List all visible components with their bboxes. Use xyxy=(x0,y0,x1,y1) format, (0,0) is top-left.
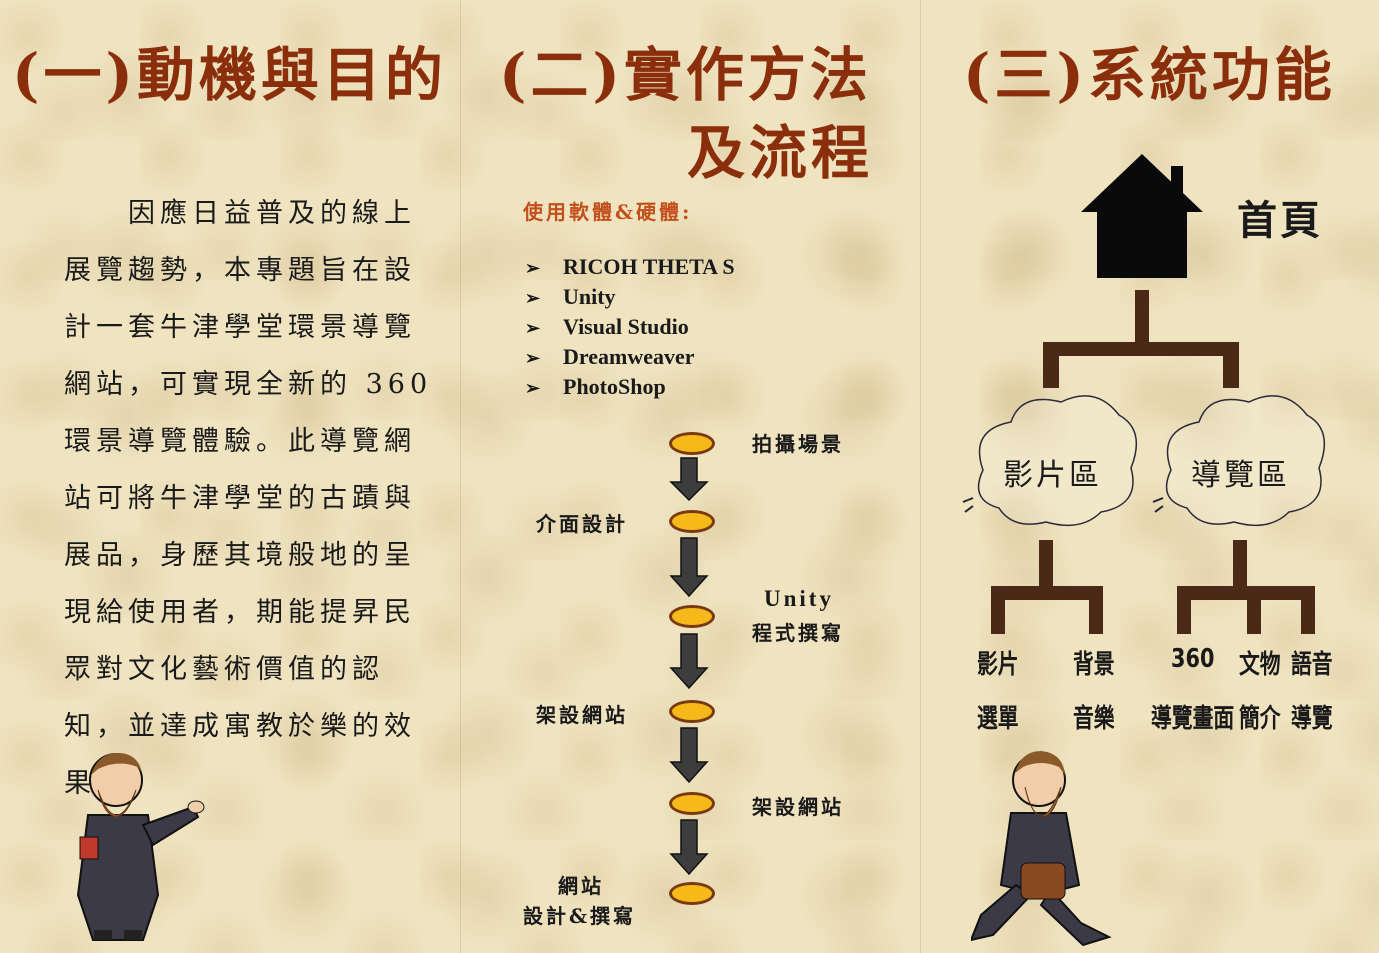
leaf-label-360: 360 xyxy=(1171,644,1215,674)
step-label-unity: Unity xyxy=(764,586,834,611)
arrow-bullet-icon: ➢ xyxy=(525,288,541,308)
leaf-label-menu: 選單 xyxy=(977,704,1019,734)
workflow-diagram: 拍攝場景 介面設計 Unity 程式撰寫 架設網站 架設網站 網站 設計&撰寫 xyxy=(461,0,919,953)
motivation-text: 因應日益普及的線上展覽趨勢，本專題旨在設計一套牛津學堂環景導覽網站，可實現全新的… xyxy=(64,198,433,799)
heading-method-line1: (二)實作方法 xyxy=(499,41,872,109)
motivation-paragraph: 因應日益普及的線上展覽趨勢，本專題旨在設計一套牛津學堂環景導覽網站，可實現全新的… xyxy=(64,185,444,812)
arrow-bullet-icon: ➢ xyxy=(525,318,541,338)
heading-method-line2: 及流程 xyxy=(687,119,874,187)
arrow-bullet-icon: ➢ xyxy=(525,258,541,278)
step-label-programming: 程式撰寫 xyxy=(752,621,844,645)
heading-functions: (三)系統功能 xyxy=(963,41,1336,109)
sitemap-tree-lines xyxy=(962,290,1326,634)
list-item: ➢ PhotoShop xyxy=(525,372,735,402)
step-label-capture: 拍攝場景 xyxy=(752,432,844,456)
professor-walking-illustration xyxy=(971,751,1112,947)
leaf-label-background: 背景 xyxy=(1073,650,1115,680)
leaf-label-video: 影片 xyxy=(977,650,1019,680)
list-item: ➢ Dreamweaver xyxy=(525,342,735,372)
arrow-bullet-icon: ➢ xyxy=(525,348,541,368)
step-label-website: 網站 xyxy=(558,874,604,898)
step-node-icon xyxy=(669,605,715,628)
leaf-label-music: 音樂 xyxy=(1073,704,1115,734)
leaf-label-intro: 簡介 xyxy=(1239,704,1281,734)
step-node-icon xyxy=(669,700,715,723)
leaf-label-guide: 導覽 xyxy=(1291,704,1333,734)
list-item: ➢ RICOH THETA S xyxy=(525,252,735,282)
step-label-ui-design: 介面設計 xyxy=(536,512,628,536)
leaf-label-artifacts: 文物 xyxy=(1239,650,1281,680)
step-label-design-write: 設計&撰寫 xyxy=(523,904,637,928)
cloud-label-video: 影片區 xyxy=(1003,458,1102,493)
step-node-icon xyxy=(669,432,715,455)
step-node-icon xyxy=(669,510,715,533)
step-label-build-site-left: 架設網站 xyxy=(536,703,628,727)
step-label-build-site-right: 架設網站 xyxy=(752,795,844,819)
panel-method: (二)實作方法 及流程 使用軟體&硬體: ➢ RICOH THETA S ➢ Uni… xyxy=(460,0,919,953)
list-item: ➢ Unity xyxy=(525,282,735,312)
software-list: ➢ RICOH THETA S ➢ Unity ➢ Visual Studio ➢ Dr… xyxy=(525,252,735,402)
home-label: 首頁 xyxy=(1237,197,1323,244)
list-item: ➢ Visual Studio xyxy=(525,312,735,342)
home-icon xyxy=(1081,154,1203,278)
professor-pointing-illustration xyxy=(76,753,205,941)
heading-motivation: (一)動機與目的 xyxy=(12,41,447,109)
leaf-label-voice: 語音 xyxy=(1291,650,1333,680)
leaf-label-tour-screen: 導覽畫面 xyxy=(1151,704,1235,734)
panel-functions: (三)系統功能 首頁 影片區 導覽區 xyxy=(920,0,1379,953)
down-arrow-icons xyxy=(669,457,709,876)
tools-subtitle: 使用軟體&硬體: xyxy=(523,200,693,224)
panel-motivation: (一)動機與目的 因應日益普及的線上展覽趨勢，本專題旨在設計一套牛津學堂環景導覽… xyxy=(0,0,458,953)
step-node-icon xyxy=(669,882,715,905)
cloud-label-tour: 導覽區 xyxy=(1191,458,1290,493)
arrow-bullet-icon: ➢ xyxy=(525,378,541,398)
step-node-icon xyxy=(669,792,715,815)
